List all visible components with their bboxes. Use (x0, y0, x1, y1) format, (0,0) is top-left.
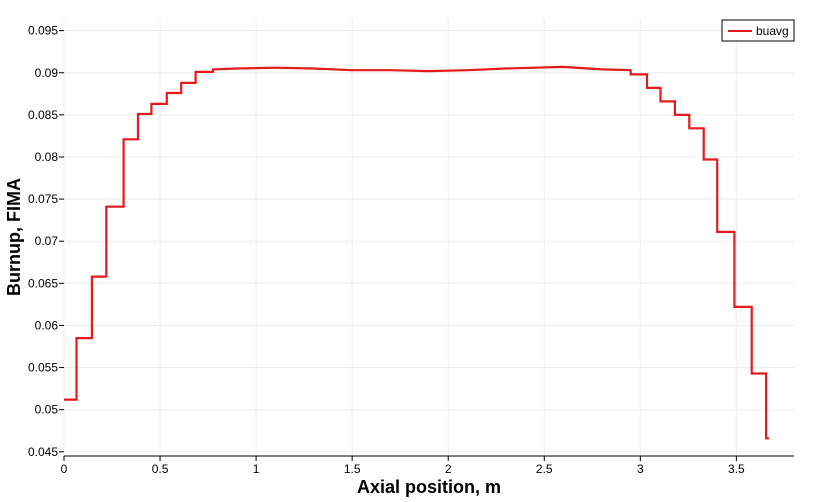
y-tick-label: 0.07 (35, 234, 59, 248)
x-axis-ticks: 0 0.5 1 1.5 2 2.5 3 3.5 (61, 456, 745, 476)
y-tick-label: 0.06 (35, 318, 59, 332)
x-tick-label: 3 (637, 462, 644, 476)
x-tick-label: 1 (253, 462, 260, 476)
y-tick-label: 0.065 (28, 276, 58, 290)
x-tick-label: 1.5 (344, 462, 361, 476)
y-tick-label: 0.09 (35, 66, 59, 80)
y-tick-label: 0.095 (28, 24, 58, 38)
series-line-buavg (64, 65, 769, 440)
y-axis-ticks: 0.045 0.05 0.055 0.06 0.065 0.07 0.075 0.08 0.08… (28, 24, 64, 459)
y-tick-label: 0.045 (28, 445, 58, 459)
legend-box (721, 19, 795, 42)
legend[interactable]: buavg (721, 19, 795, 42)
y-tick-label: 0.055 (28, 361, 58, 375)
legend-label-buavg: buavg (756, 24, 789, 38)
series-layer (64, 65, 769, 440)
x-tick-label: 2 (445, 462, 452, 476)
x-tick-label: 0.5 (152, 462, 169, 476)
x-tick-label: 3.5 (728, 462, 745, 476)
y-tick-label: 0.085 (28, 108, 58, 122)
x-tick-label: 2.5 (536, 462, 553, 476)
x-axis-title: Axial position, m (357, 477, 501, 497)
x-tick-label: 0 (61, 462, 68, 476)
y-tick-label: 0.075 (28, 192, 58, 206)
y-tick-label: 0.08 (35, 150, 59, 164)
grid-lines (63, 18, 794, 456)
y-tick-label: 0.05 (35, 403, 59, 417)
y-axis-title: Burnup, FIMA (4, 178, 24, 296)
